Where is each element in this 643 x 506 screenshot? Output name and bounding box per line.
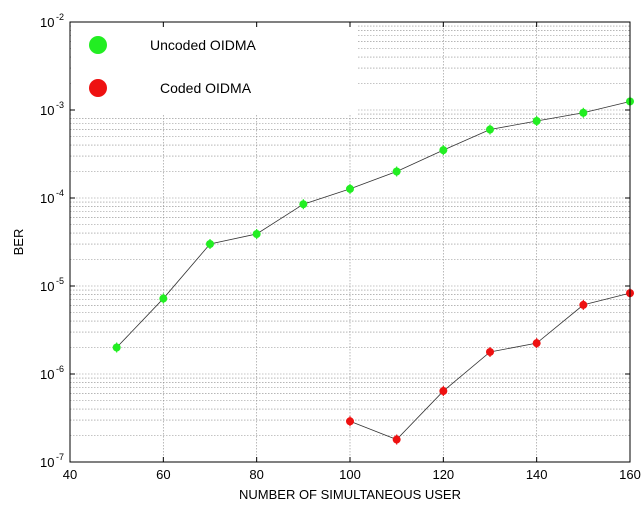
data-point: [112, 342, 121, 353]
data-point: [486, 124, 494, 135]
y-tick-label: 10: [40, 15, 54, 30]
legend-label: Coded OIDMA: [160, 80, 252, 96]
y-tick-exponent: -2: [56, 12, 64, 22]
data-point: [159, 293, 168, 304]
data-point: [299, 199, 308, 210]
x-axis-label: NUMBER OF SIMULTANEOUS USER: [239, 487, 461, 502]
x-tick-label: 60: [156, 467, 170, 482]
data-point: [486, 346, 494, 357]
data-point: [579, 107, 588, 118]
y-tick-exponent: -4: [56, 188, 64, 198]
x-tick-label: 80: [249, 467, 263, 482]
series-line: [116, 101, 631, 348]
data-point: [392, 166, 401, 177]
legend-label: Uncoded OIDMA: [150, 37, 256, 53]
data-point: [346, 183, 354, 194]
data-point: [439, 145, 448, 156]
data-point: [579, 299, 588, 310]
data-point: [206, 239, 214, 250]
x-tick-label: 100: [339, 467, 361, 482]
x-tick-label: 140: [526, 467, 548, 482]
data-point: [532, 115, 541, 126]
series-layer: [112, 96, 634, 445]
y-tick-exponent: -7: [56, 452, 64, 462]
y-tick-label: 10: [40, 103, 54, 118]
y-tick-exponent: -6: [56, 364, 64, 374]
y-tick-label: 10: [40, 367, 54, 382]
x-tick-label: 120: [432, 467, 454, 482]
legend: Uncoded OIDMA Coded OIDMA: [71, 23, 357, 115]
data-point: [252, 228, 261, 239]
y-tick-label: 10: [40, 191, 54, 206]
legend-box: [71, 23, 357, 115]
y-tick-label: 10: [40, 455, 54, 470]
data-point: [532, 338, 541, 349]
legend-marker: [89, 79, 107, 97]
series-line: [349, 292, 631, 441]
y-tick-exponent: -3: [56, 100, 64, 110]
y-tick-exponent: -5: [56, 276, 64, 286]
axis-ticks: 40 60 80 100 120 140 16010-710-610-510-410-310…: [40, 12, 641, 482]
data-point: [392, 434, 401, 445]
y-tick-label: 10: [40, 279, 54, 294]
y-axis-label: BER: [11, 229, 26, 256]
legend-marker: [89, 36, 107, 54]
data-point: [439, 386, 448, 397]
data-point: [346, 416, 354, 427]
x-tick-label: 160: [619, 467, 641, 482]
x-tick-label: 40: [63, 467, 77, 482]
